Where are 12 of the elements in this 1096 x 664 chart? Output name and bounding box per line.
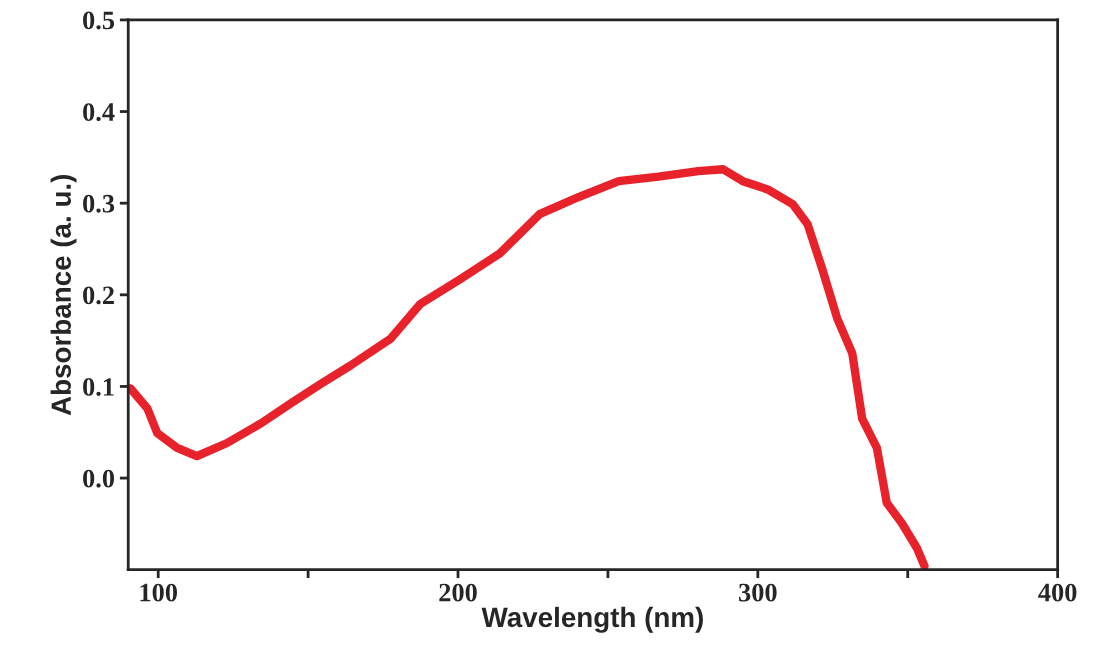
x-tick-label: 300 bbox=[739, 583, 777, 602]
x-tick-label: 100 bbox=[140, 583, 177, 602]
y-tick-label: 0.0 bbox=[83, 469, 115, 488]
x-tick-label: 200 bbox=[439, 583, 477, 602]
y-axis-title: Absorbance (a. u.) bbox=[50, 175, 77, 416]
y-tick-label: 0.2 bbox=[83, 286, 114, 305]
y-tick-label: 0.5 bbox=[83, 11, 115, 30]
x-tick-label: 400 bbox=[1038, 583, 1077, 602]
x-axis-title: Wavelength (nm) bbox=[481, 606, 703, 633]
y-tick-label: 0.3 bbox=[83, 194, 115, 213]
y-tick-label: 0.1 bbox=[83, 378, 114, 396]
y-tick-label: 0.4 bbox=[83, 103, 115, 122]
